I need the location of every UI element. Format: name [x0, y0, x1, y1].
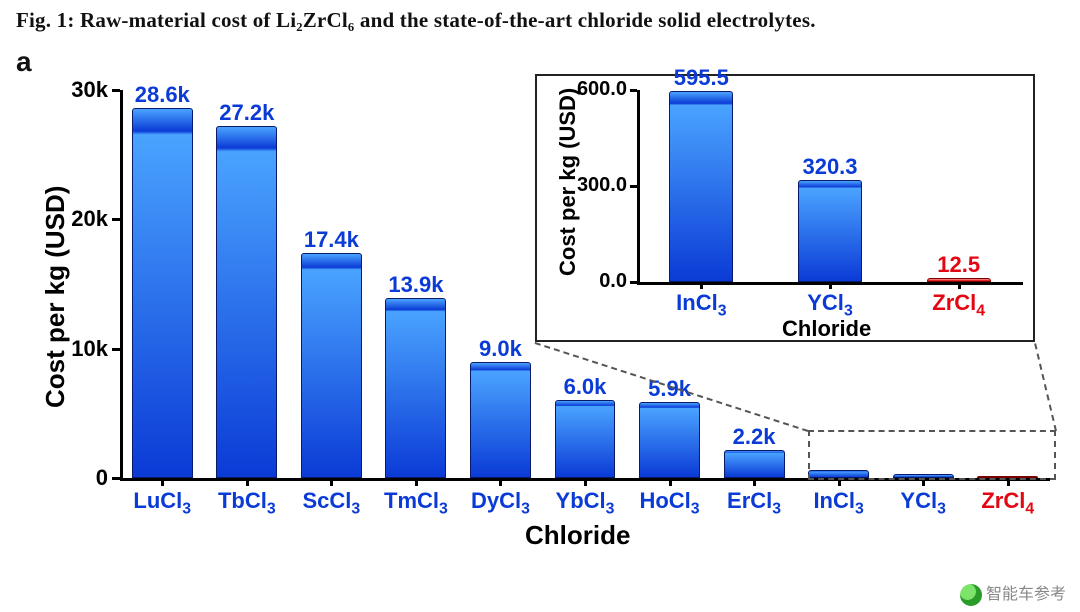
zoom-dashed-box: [808, 430, 1056, 480]
main-bar: [132, 108, 193, 478]
figure-caption: Fig. 1: Raw-material cost of Li₂ZrCl₆ an…: [16, 8, 816, 33]
main-bar: [216, 126, 277, 478]
inset-x-tick: [700, 282, 703, 289]
main-x-category-label: ScCl3: [302, 488, 360, 518]
main-bar: [301, 253, 362, 478]
main-bar-value-label: 2.2k: [733, 424, 776, 450]
figure: Fig. 1: Raw-material cost of Li₂ZrCl₆ an…: [0, 0, 1080, 612]
main-bar-value-label: 9.0k: [479, 336, 522, 362]
main-x-category-label: ErCl3: [727, 488, 781, 518]
main-x-category-label: ZrCl4: [981, 488, 1034, 518]
inset-y-tick: [630, 185, 637, 188]
main-bar-value-label: 6.0k: [564, 374, 607, 400]
main-x-tick: [584, 478, 587, 486]
main-x-tick: [669, 478, 672, 486]
main-bar-value-label: 27.2k: [219, 100, 274, 126]
main-x-axis-title: Chloride: [525, 520, 630, 551]
main-y-tick-label: 0: [50, 465, 108, 491]
main-x-category-label: YCl3: [900, 488, 946, 518]
inset-bar: [798, 180, 862, 282]
main-bar-value-label: 17.4k: [304, 227, 359, 253]
inset-bar-value-label: 12.5: [937, 252, 980, 278]
inset-x-category-label: YCl3: [807, 290, 853, 320]
inset-y-tick: [630, 89, 637, 92]
main-x-category-label: LuCl3: [133, 488, 191, 518]
main-x-tick: [330, 478, 333, 486]
main-x-tick: [415, 478, 418, 486]
main-bar: [470, 362, 531, 478]
main-y-tick: [112, 477, 120, 480]
watermark: 智能车参考: [960, 580, 1066, 606]
inset-x-category-label: InCl3: [676, 290, 726, 320]
inset-bar: [669, 91, 733, 282]
inset-x-tick: [829, 282, 832, 289]
main-x-category-label: YbCl3: [556, 488, 615, 518]
inset-x-category-label: ZrCl4: [932, 290, 985, 320]
inset-bar-value-label: 595.5: [674, 65, 729, 91]
main-bar-value-label: 13.9k: [388, 272, 443, 298]
main-x-tick: [246, 478, 249, 486]
main-bar-value-label: 28.6k: [135, 82, 190, 108]
main-bar: [639, 402, 700, 478]
main-x-tick: [499, 478, 502, 486]
main-bar: [385, 298, 446, 478]
main-y-tick: [112, 348, 120, 351]
main-bar: [555, 400, 616, 478]
main-y-tick: [112, 218, 120, 221]
inset-bar-chart: 0.0300.0600.0Cost per kg (USD)ChlorideIn…: [535, 74, 1035, 342]
main-x-category-label: TbCl3: [218, 488, 276, 518]
main-y-tick-label: 30k: [50, 77, 108, 103]
main-x-category-label: TmCl3: [384, 488, 448, 518]
main-x-tick: [161, 478, 164, 486]
watermark-logo-icon: [960, 584, 982, 606]
main-x-category-label: DyCl3: [471, 488, 530, 518]
main-bar: [724, 450, 785, 478]
inset-y-tick: [630, 281, 637, 284]
panel-label: a: [16, 46, 32, 78]
watermark-text: 智能车参考: [986, 586, 1066, 603]
inset-x-tick: [958, 282, 961, 289]
main-x-category-label: HoCl3: [639, 488, 699, 518]
main-y-tick: [112, 89, 120, 92]
main-x-category-label: InCl3: [813, 488, 863, 518]
inset-y-axis-title: Cost per kg (USD): [555, 88, 581, 276]
inset-bar-value-label: 320.3: [802, 154, 857, 180]
main-x-tick: [753, 478, 756, 486]
inset-y-axis: [637, 90, 640, 282]
main-y-axis: [120, 90, 123, 478]
main-y-axis-title: Cost per kg (USD): [40, 186, 71, 408]
